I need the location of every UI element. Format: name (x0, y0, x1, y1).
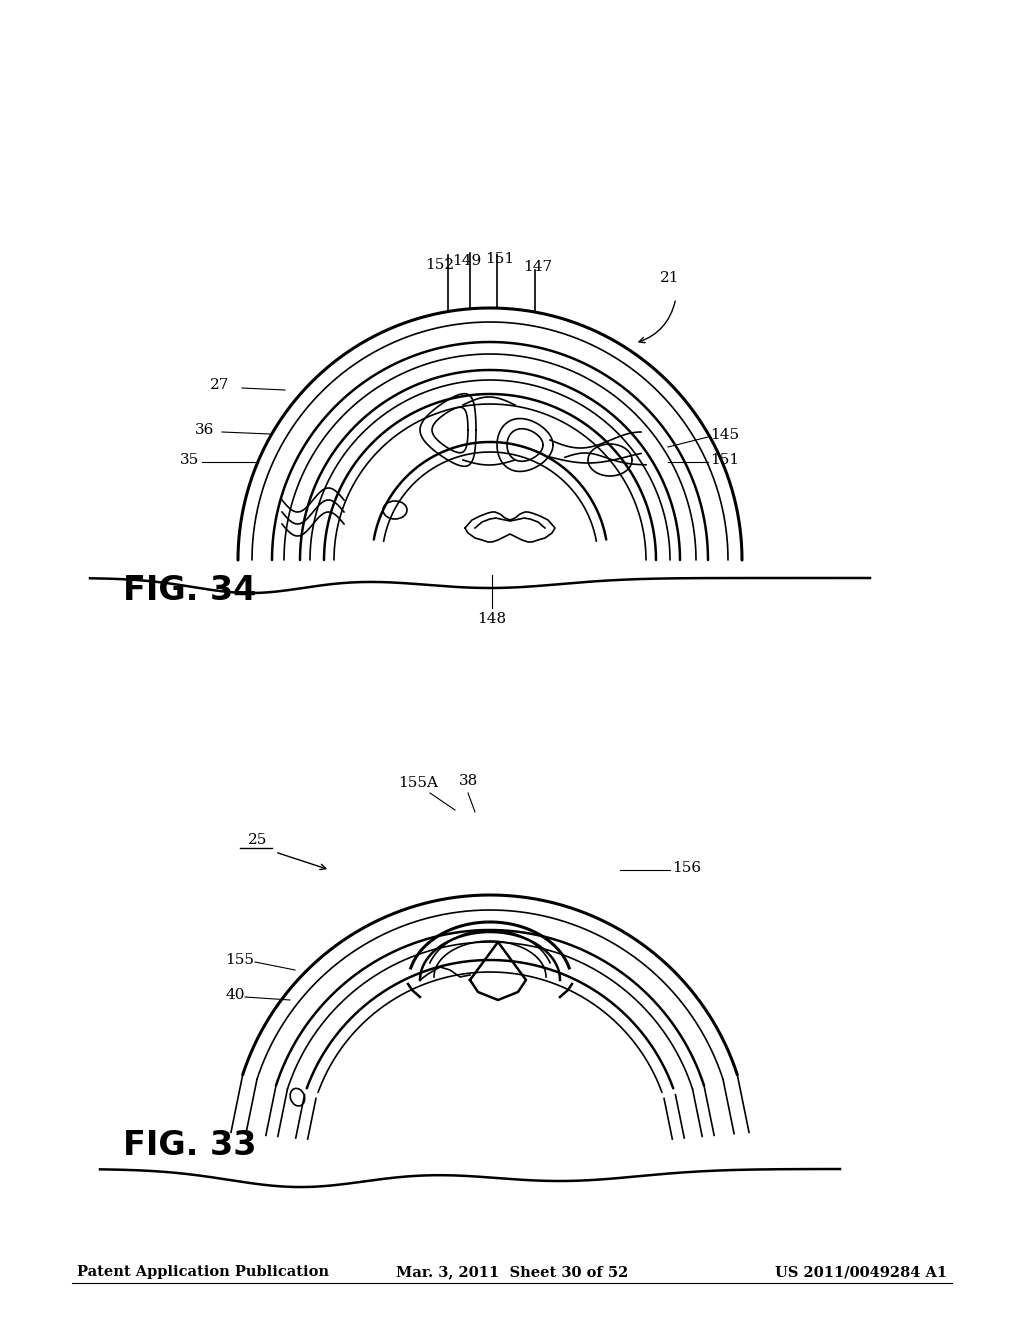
Text: 147: 147 (523, 260, 553, 275)
Text: 36: 36 (195, 422, 214, 437)
Text: 156: 156 (672, 861, 701, 875)
Text: Patent Application Publication: Patent Application Publication (77, 1266, 329, 1279)
Text: Mar. 3, 2011  Sheet 30 of 52: Mar. 3, 2011 Sheet 30 of 52 (396, 1266, 628, 1279)
Text: FIG. 33: FIG. 33 (123, 1129, 256, 1162)
Text: 151: 151 (710, 453, 739, 467)
Text: 151: 151 (485, 252, 515, 267)
Text: 152: 152 (425, 257, 455, 272)
Text: 148: 148 (477, 612, 507, 626)
Text: 38: 38 (459, 774, 477, 788)
Text: 149: 149 (453, 253, 481, 268)
Text: FIG. 34: FIG. 34 (123, 574, 256, 607)
Text: 155: 155 (225, 953, 254, 968)
Text: 21: 21 (660, 271, 680, 285)
Text: 145: 145 (710, 428, 739, 442)
Text: 25: 25 (248, 833, 267, 847)
Text: 155A: 155A (398, 776, 438, 789)
Text: 27: 27 (210, 378, 229, 392)
Text: US 2011/0049284 A1: US 2011/0049284 A1 (775, 1266, 947, 1279)
Text: 35: 35 (180, 453, 200, 467)
Text: 40: 40 (225, 987, 245, 1002)
